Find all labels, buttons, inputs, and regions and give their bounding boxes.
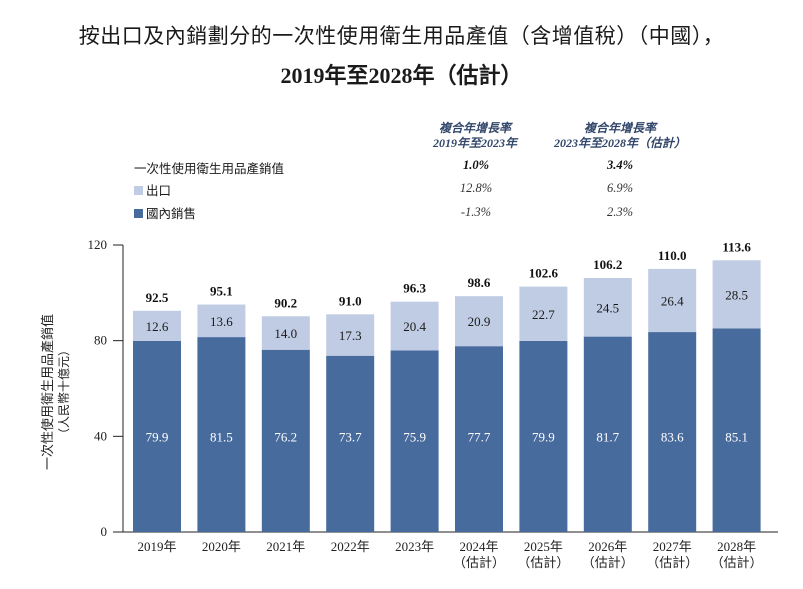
- data-label-export: 28.5: [725, 287, 748, 302]
- bar-segment-export: [197, 304, 246, 338]
- x-tick-label: 2023年: [395, 539, 434, 554]
- bar-segment-export: [390, 301, 439, 351]
- cagr-header-period: 2019年至2023年: [432, 136, 517, 150]
- data-label-export: 24.5: [596, 300, 619, 315]
- data-label-domestic: 73.7: [339, 429, 362, 444]
- bar-segment-domestic: [648, 332, 697, 532]
- y-axis-label: 一次性使用衛生用品產銷值 （人民幣十億元）: [40, 314, 71, 470]
- data-label-domestic: 79.9: [532, 429, 555, 444]
- data-label-export: 20.4: [403, 319, 426, 334]
- data-label-domestic: 81.7: [596, 429, 619, 444]
- bar-segment-export: [455, 296, 503, 347]
- cagr-header-2023-2028: 複合年增長率 2023年至2028年（估計）: [540, 121, 700, 151]
- data-label-domestic: 76.2: [274, 429, 297, 444]
- y-axis-label-line2: （人民幣十億元）: [57, 344, 71, 440]
- y-tick-label: 120: [88, 237, 108, 252]
- bar-segment-export: [133, 310, 181, 341]
- legend-item-export: 出口: [134, 180, 171, 199]
- chart-title-line1: 按出口及內銷劃分的一次性使用衛生用品產值（含增值稅）（中國），: [78, 24, 725, 48]
- data-label-domestic: 81.5: [210, 429, 233, 444]
- chart-title-line2: 2019年至2028年（估計）: [280, 63, 523, 88]
- data-label-total: 95.1: [210, 284, 233, 299]
- bar-segment-domestic: [133, 340, 181, 532]
- cagr-row-total-label: 一次性使用衛生用品產銷值: [134, 161, 285, 176]
- cagr-header-2019-2023: 複合年增長率 2019年至2023年: [410, 121, 540, 151]
- y-tick-label: 40: [94, 428, 107, 443]
- data-label-domestic: 85.1: [725, 429, 748, 444]
- legend-label-domestic: 國內銷售: [146, 206, 197, 221]
- data-label-export: 17.3: [339, 328, 362, 343]
- y-tick-label: 0: [101, 524, 108, 539]
- data-label-export: 14.0: [274, 326, 297, 341]
- y-tick-label: 80: [94, 333, 107, 348]
- legend-label-export: 出口: [146, 183, 172, 198]
- data-label-total: 98.6: [468, 275, 491, 290]
- cagr-export-2019-2023: 12.8%: [459, 181, 493, 195]
- bar-segment-domestic: [583, 336, 632, 532]
- x-tick-label: （估計）: [517, 555, 569, 570]
- bar-segment-export: [583, 278, 632, 337]
- cagr-domestic-2023-2028: 2.3%: [606, 205, 634, 219]
- data-label-total: 92.5: [146, 290, 169, 305]
- data-label-domestic: 83.6: [661, 429, 684, 444]
- bar-segment-domestic: [390, 350, 439, 532]
- bar-segment-export: [648, 268, 697, 333]
- x-tick-label: 2019年: [137, 539, 176, 554]
- x-tick-label: 2020年: [202, 539, 241, 554]
- legend-swatch-domestic: [134, 209, 143, 218]
- x-tick-label: （估計）: [646, 555, 698, 570]
- bar-segment-export: [712, 260, 761, 329]
- data-label-export: 12.6: [146, 319, 169, 334]
- data-label-total: 91.0: [339, 293, 362, 308]
- cagr-total-2019-2023: 1.0%: [462, 158, 490, 172]
- bar-segment-domestic: [197, 337, 246, 532]
- data-label-export: 20.9: [468, 314, 491, 329]
- data-label-export: 26.4: [661, 293, 684, 308]
- data-label-total: 90.2: [274, 295, 297, 310]
- cagr-export-2023-2028: 6.9%: [606, 181, 634, 195]
- data-label-domestic: 75.9: [403, 429, 426, 444]
- x-tick-label: 2027年: [653, 539, 692, 554]
- x-tick-label: 2028年: [717, 539, 756, 554]
- data-label-domestic: 77.7: [468, 429, 491, 444]
- data-label-total: 113.6: [722, 239, 751, 254]
- data-label-total: 96.3: [403, 281, 426, 296]
- bar-segment-export: [519, 286, 568, 341]
- legend-item-domestic: 國內銷售: [134, 203, 196, 222]
- x-tick-label: （估計）: [453, 555, 505, 570]
- x-tick-label: （估計）: [711, 555, 763, 570]
- bar-segment-domestic: [261, 349, 310, 532]
- y-axis-label-line1: 一次性使用衛生用品產銷值: [40, 314, 56, 470]
- x-tick-label: 2026年: [588, 539, 627, 554]
- bar-segment-domestic: [455, 346, 503, 532]
- data-label-total: 106.2: [593, 257, 622, 272]
- cagr-header-period: 2023年至2028年（估計）: [553, 136, 686, 150]
- data-label-domestic: 79.9: [146, 429, 169, 444]
- cagr-header-label: 複合年增長率: [438, 121, 511, 135]
- legend-swatch-export: [134, 186, 143, 195]
- x-tick-label: 2024年: [459, 539, 498, 554]
- data-label-export: 22.7: [532, 307, 555, 322]
- cagr-domestic-2019-2023: -1.3%: [460, 205, 492, 219]
- bar-segment-export: [261, 316, 310, 350]
- bar-segment-export: [326, 314, 375, 356]
- data-label-export: 13.6: [210, 314, 233, 329]
- bar-segment-domestic: [519, 340, 568, 532]
- data-label-total: 102.6: [529, 266, 559, 281]
- data-label-total: 110.0: [658, 248, 687, 263]
- cagr-total-2023-2028: 3.4%: [606, 158, 634, 172]
- bar-segment-domestic: [712, 328, 761, 532]
- x-tick-label: 2025年: [524, 539, 563, 554]
- x-tick-label: 2022年: [331, 539, 370, 554]
- x-tick-label: 2021年: [266, 539, 305, 554]
- cagr-header-label: 複合年增長率: [583, 121, 656, 135]
- x-tick-label: （估計）: [582, 555, 634, 570]
- bar-segment-domestic: [326, 355, 375, 532]
